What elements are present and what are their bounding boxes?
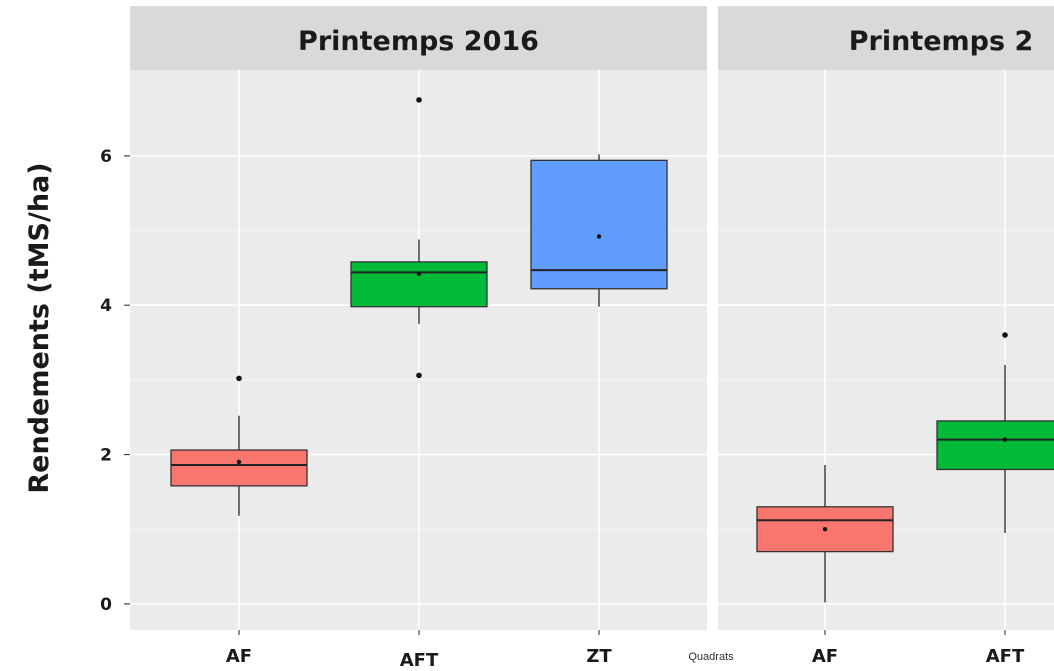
panel-1: Printemps 2016 AF AFT ZT: [130, 6, 707, 671]
outlier-point: [236, 375, 242, 382]
panel-strip: [718, 6, 1054, 70]
mean-point: [416, 271, 422, 277]
iqr-box: [350, 261, 488, 308]
outlier-point: [416, 372, 422, 379]
x-tick-label: AFT: [986, 646, 1025, 667]
y-tick-label: 6: [100, 147, 112, 167]
mean-point: [1002, 437, 1008, 442]
panel-content: Printemps 2: [718, 6, 1054, 630]
outlier-point: [416, 97, 422, 103]
box-aft: [350, 97, 488, 379]
y-axis-title: Rendements (tMS/ha): [24, 162, 55, 493]
iqr-box: [530, 159, 668, 290]
outlier-point: [1002, 332, 1008, 338]
mean-point: [236, 459, 242, 465]
x-tick-label: AFT: [400, 650, 439, 671]
iqr-box: [936, 420, 1054, 471]
panel-content: Printemps 2016: [130, 6, 707, 630]
x-tick-label: AF: [812, 646, 838, 667]
box-af: [170, 375, 308, 516]
y-tick-label: 4: [100, 296, 112, 316]
panel-strip: [130, 6, 707, 70]
panel-title: Printemps 2: [849, 26, 1034, 57]
x-tick-label: ZT: [586, 646, 612, 667]
mean-point: [596, 234, 602, 239]
x-tick-label: AF: [226, 646, 252, 667]
x-axis-title: Quadrats: [688, 651, 734, 663]
panel-title: Printemps 2016: [298, 26, 539, 57]
y-tick-label: 0: [100, 595, 112, 615]
iqr-box: [170, 449, 308, 487]
box-zt: [530, 154, 668, 307]
mean-point: [822, 527, 828, 532]
y-tick-label: 2: [100, 446, 112, 466]
box-af: [756, 464, 894, 603]
box-aft: [936, 332, 1054, 533]
panel-2: Printemps 2 AF AFT: [718, 6, 1054, 667]
